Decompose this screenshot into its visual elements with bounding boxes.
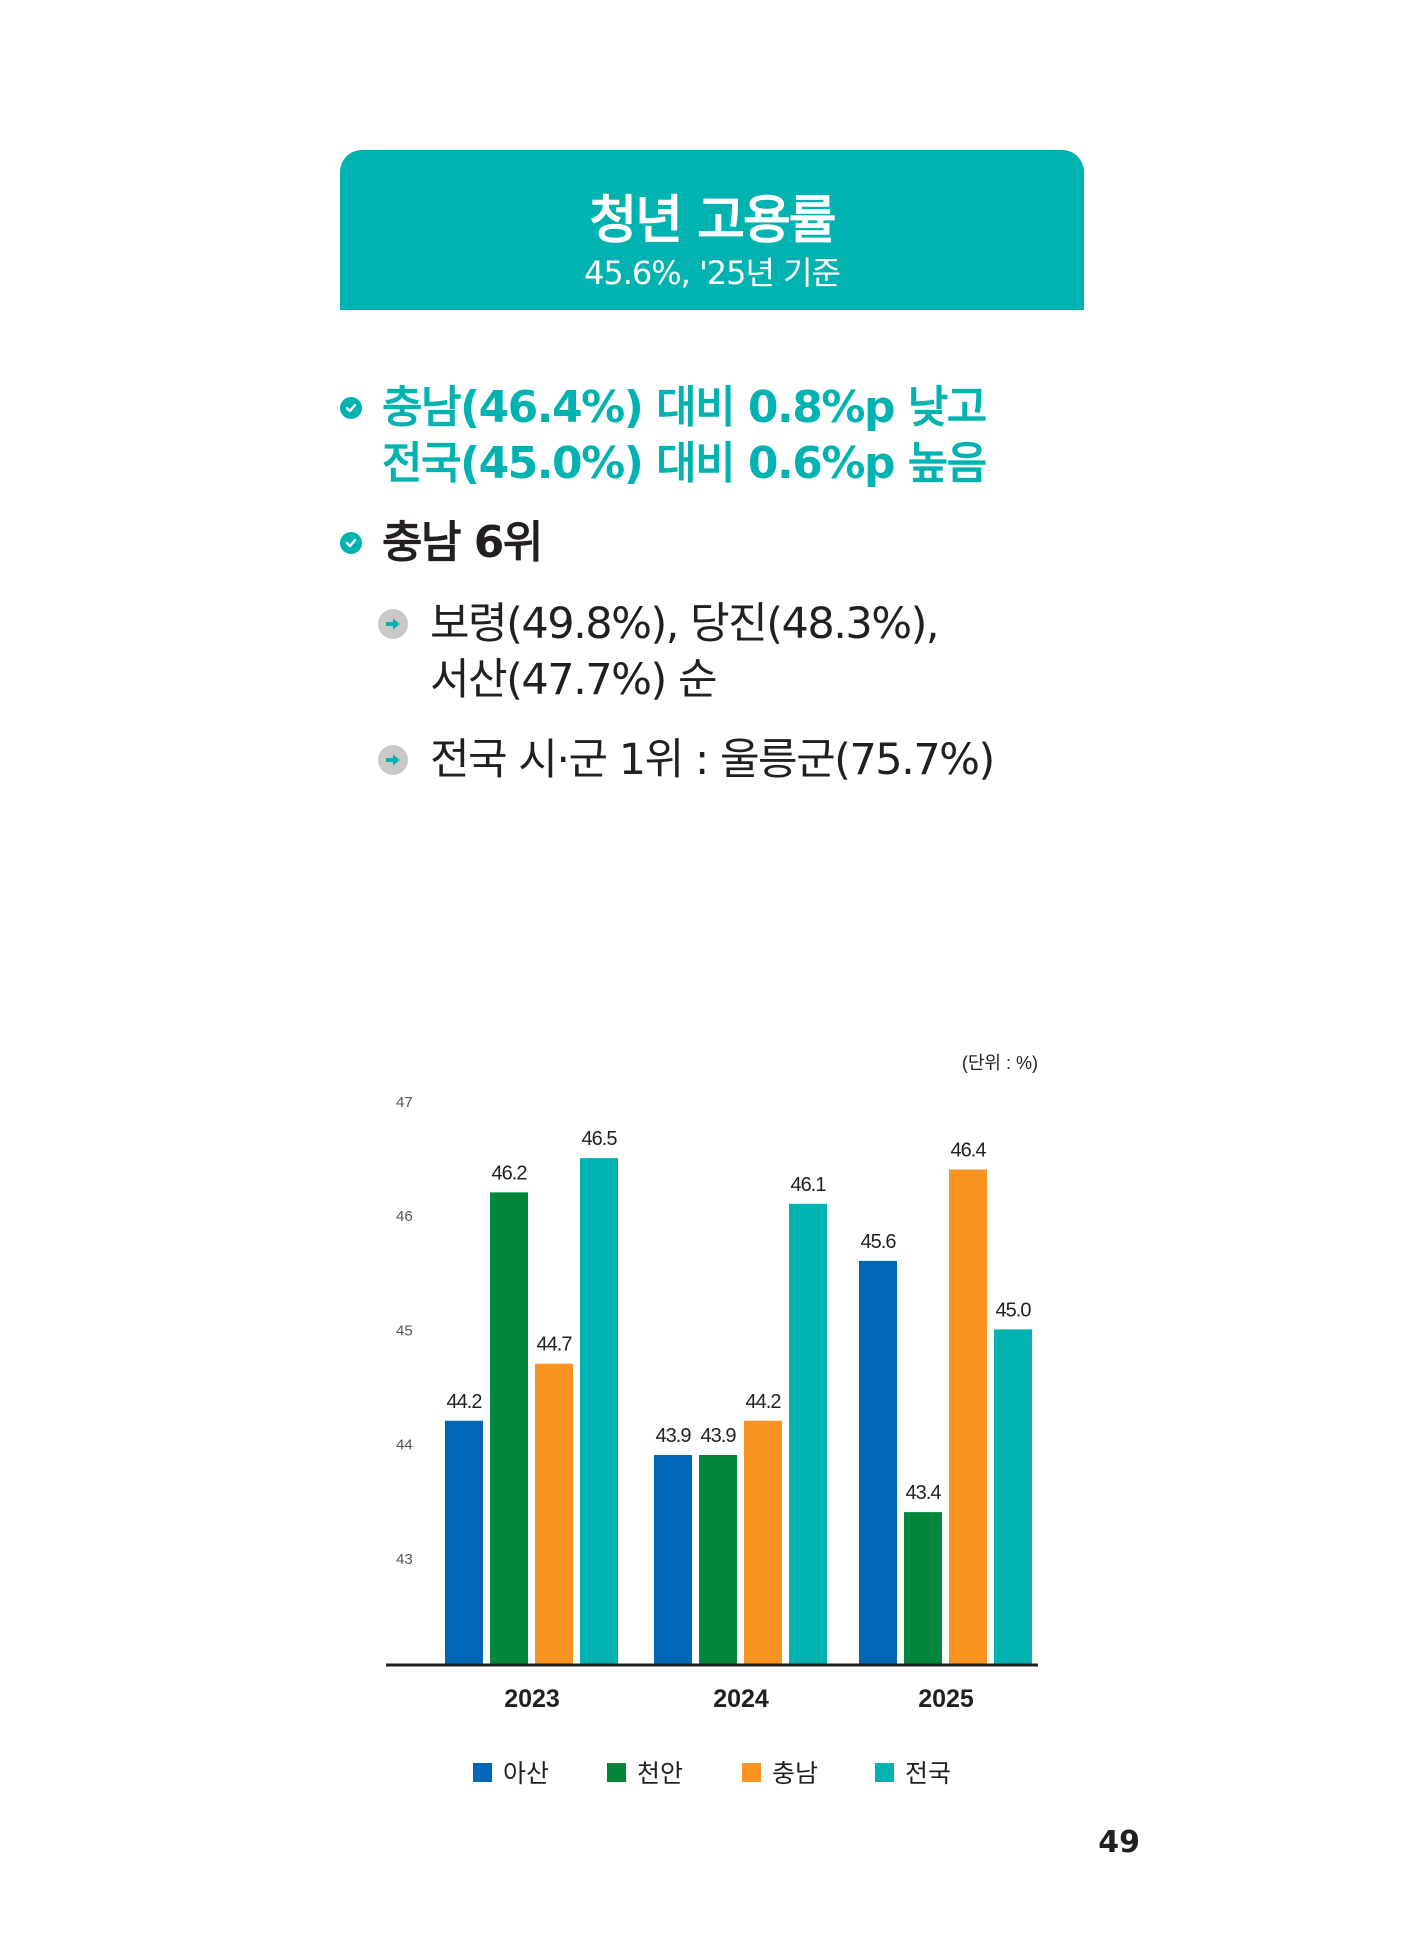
sub-bullet-top-regions-text: 보령(49.8%), 당진(48.3%), 서산(47.7%) 순 bbox=[430, 596, 940, 708]
data-label: 46.1 bbox=[791, 1174, 827, 1196]
legend-label: 충남 bbox=[772, 1760, 818, 1788]
bar-천안-2023 bbox=[490, 1192, 528, 1664]
bar-충남-2023 bbox=[535, 1363, 573, 1664]
check-icon bbox=[340, 532, 362, 554]
bar-천안-2024 bbox=[699, 1455, 737, 1664]
bar-아산-2024 bbox=[654, 1455, 692, 1664]
bar-전국-2025 bbox=[994, 1329, 1032, 1664]
data-label: 43.4 bbox=[906, 1482, 942, 1504]
data-label: 44.2 bbox=[447, 1391, 483, 1413]
check-icon bbox=[340, 397, 362, 419]
bar-아산-2023 bbox=[445, 1420, 483, 1664]
arrow-right-icon bbox=[378, 745, 408, 775]
chart-unit-label: (단위 : %) bbox=[962, 1053, 1038, 1073]
bullet-line: 전국(45.0%) 대비 0.6%p 높음 bbox=[382, 438, 987, 489]
sub-bullet-national-top-text: 전국 시·군 1위 : 울릉군(75.7%) bbox=[430, 735, 995, 785]
sub-bullet-national-top: 전국 시·군 1위 : 울릉군(75.7%) bbox=[378, 732, 995, 788]
sub-bullet-top-regions: 보령(49.8%), 당진(48.3%), 서산(47.7%) 순 bbox=[378, 596, 940, 708]
legend-swatch-아산 bbox=[473, 1763, 492, 1782]
data-label: 46.4 bbox=[951, 1140, 987, 1162]
legend-label: 아산 bbox=[503, 1760, 549, 1788]
bullet-rank-text: 충남 6위 bbox=[382, 517, 543, 568]
data-label: 43.9 bbox=[656, 1425, 692, 1447]
bar-천안-2025 bbox=[904, 1512, 942, 1664]
page-subtitle: 45.6%, '25년 기준 bbox=[583, 254, 841, 292]
y-tick-label: 46 bbox=[396, 1208, 413, 1225]
data-label: 45.0 bbox=[996, 1299, 1032, 1321]
legend-swatch-천안 bbox=[607, 1763, 626, 1782]
data-label: 46.2 bbox=[492, 1162, 528, 1184]
legend-label: 전국 bbox=[905, 1760, 951, 1788]
page-number: 49 bbox=[1098, 1825, 1140, 1860]
bullet-comparison: 충남(46.4%) 대비 0.8%p 낮고 전국(45.0%) 대비 0.6%p… bbox=[340, 380, 987, 492]
x-tick-label: 2023 bbox=[504, 1685, 560, 1713]
header-banner: 청년 고용률 45.6%, '25년 기준 bbox=[340, 150, 1084, 310]
legend-swatch-전국 bbox=[875, 1763, 894, 1782]
data-label: 45.6 bbox=[861, 1231, 897, 1253]
data-label: 44.7 bbox=[537, 1334, 573, 1356]
y-tick-label: 44 bbox=[396, 1437, 413, 1454]
bar-충남-2025 bbox=[949, 1169, 987, 1664]
bar-전국-2024 bbox=[789, 1203, 827, 1664]
y-tick-label: 47 bbox=[396, 1094, 413, 1111]
page-title: 청년 고용률 bbox=[589, 191, 836, 251]
data-label: 44.2 bbox=[746, 1391, 782, 1413]
bar-아산-2025 bbox=[859, 1260, 897, 1664]
x-tick-label: 2025 bbox=[918, 1685, 974, 1713]
bullet-comparison-text: 충남(46.4%) 대비 0.8%p 낮고 전국(45.0%) 대비 0.6%p… bbox=[382, 380, 987, 492]
legend-swatch-충남 bbox=[742, 1763, 761, 1782]
bullet-line: 충남(46.4%) 대비 0.8%p 낮고 bbox=[382, 382, 987, 433]
bullet-rank: 충남 6위 bbox=[340, 515, 543, 571]
bar-전국-2023 bbox=[580, 1158, 618, 1664]
data-label: 46.5 bbox=[582, 1128, 618, 1150]
legend-label: 천안 bbox=[637, 1760, 683, 1788]
sub-bullet-line: 보령(49.8%), 당진(48.3%), bbox=[430, 599, 940, 649]
bar-충남-2024 bbox=[744, 1420, 782, 1664]
y-tick-label: 45 bbox=[396, 1322, 413, 1339]
arrow-right-icon bbox=[378, 609, 408, 639]
sub-bullet-line: 서산(47.7%) 순 bbox=[430, 655, 718, 705]
y-tick-label: 43 bbox=[396, 1551, 413, 1568]
x-tick-label: 2024 bbox=[713, 1685, 769, 1713]
data-label: 43.9 bbox=[701, 1425, 737, 1447]
